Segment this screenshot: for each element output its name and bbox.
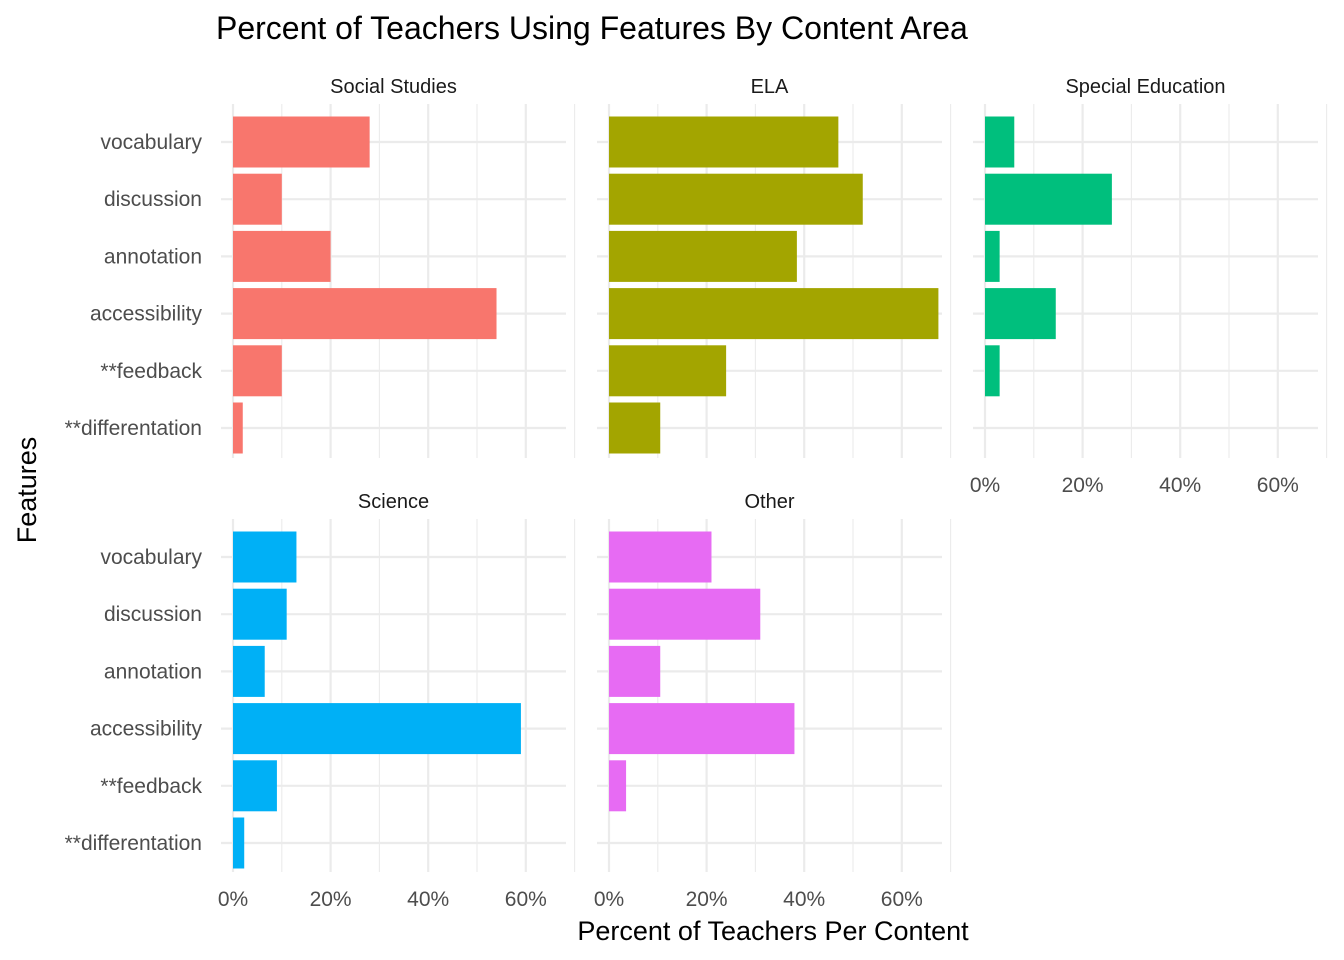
x-tick-label: 0% — [594, 888, 624, 911]
y-tick-label-differentation: **differentation — [65, 417, 202, 440]
x-tick-label: 60% — [1257, 474, 1299, 497]
bar-science-feedback — [233, 760, 277, 812]
bar-social-studies-accessibility — [233, 288, 497, 340]
x-tick-label: 20% — [310, 888, 352, 911]
y-tick-label-accessibility: accessibility — [90, 718, 203, 741]
bar-ela-discussion — [609, 173, 863, 225]
bar-social-studies-feedback — [233, 345, 282, 397]
y-tick-label-annotation: annotation — [104, 660, 202, 683]
panel-ela: ELA — [597, 76, 952, 458]
bar-ela-differentation — [609, 402, 661, 454]
x-tick-label: 20% — [686, 888, 728, 911]
x-tick-label: 20% — [1062, 474, 1104, 497]
panel-other: Other 0% 20% 40% 60% — [594, 491, 952, 911]
bar-social-studies-vocabulary — [233, 116, 370, 168]
x-tick-label: 40% — [783, 888, 825, 911]
bar-ela-annotation — [609, 230, 797, 282]
facet-label-other: Other — [744, 491, 794, 513]
y-tick-label-accessibility: accessibility — [90, 303, 203, 326]
bar-science-annotation — [233, 645, 265, 697]
bar-social-studies-differentation — [233, 402, 243, 454]
facet-label-social-studies: Social Studies — [330, 76, 457, 98]
x-tick-label: 40% — [1159, 474, 1201, 497]
bar-science-differentation — [233, 817, 245, 869]
y-tick-label-vocabulary: vocabulary — [100, 131, 202, 154]
panel-special-education: Special Education 0% 20% 40% 60% — [970, 76, 1328, 497]
x-tick-label: 0% — [218, 888, 248, 911]
x-axis-title: Percent of Teachers Per Content — [577, 916, 969, 946]
bar-special-education-discussion — [985, 173, 1112, 225]
y-tick-label-discussion: discussion — [104, 188, 202, 211]
x-tick-label: 40% — [407, 888, 449, 911]
y-tick-label-differentation: **differentation — [65, 832, 202, 855]
bar-social-studies-discussion — [233, 173, 282, 225]
x-tick-label: 0% — [970, 474, 1000, 497]
bar-other-discussion — [609, 588, 761, 640]
bar-science-vocabulary — [233, 531, 297, 583]
facet-panels: Social Studies vocabulary discussion annota… — [65, 76, 1328, 911]
bar-other-annotation — [609, 645, 661, 697]
y-tick-label-feedback: **feedback — [100, 775, 202, 798]
panel-social-studies: Social Studies vocabulary discussion annota… — [65, 76, 576, 458]
facet-label-special-education: Special Education — [1065, 76, 1225, 98]
y-tick-label-annotation: annotation — [104, 245, 202, 268]
chart-title: Percent of Teachers Using Features By Co… — [216, 10, 968, 46]
y-axis-title: Features — [12, 437, 42, 544]
bar-other-vocabulary — [609, 531, 712, 583]
bar-social-studies-annotation — [233, 230, 331, 282]
bar-other-feedback — [609, 760, 627, 812]
x-tick-label: 60% — [881, 888, 923, 911]
bar-ela-feedback — [609, 345, 727, 397]
y-tick-label-vocabulary: vocabulary — [100, 546, 202, 569]
bar-special-education-vocabulary — [985, 116, 1015, 168]
bar-ela-vocabulary — [609, 116, 839, 168]
bar-ela-accessibility — [609, 288, 939, 340]
bar-special-education-accessibility — [985, 288, 1056, 340]
bar-science-discussion — [233, 588, 287, 640]
y-tick-label-discussion: discussion — [104, 603, 202, 626]
bar-special-education-feedback — [985, 345, 1000, 397]
facet-label-science: Science — [358, 491, 429, 513]
x-tick-label: 60% — [505, 888, 547, 911]
bar-special-education-annotation — [985, 230, 1000, 282]
y-tick-label-feedback: **feedback — [100, 360, 202, 383]
facet-label-ela: ELA — [751, 76, 789, 98]
bar-science-accessibility — [233, 703, 521, 755]
bar-other-accessibility — [609, 703, 795, 755]
panel-science: Science vocabulary discussion annotation acc… — [65, 491, 576, 911]
